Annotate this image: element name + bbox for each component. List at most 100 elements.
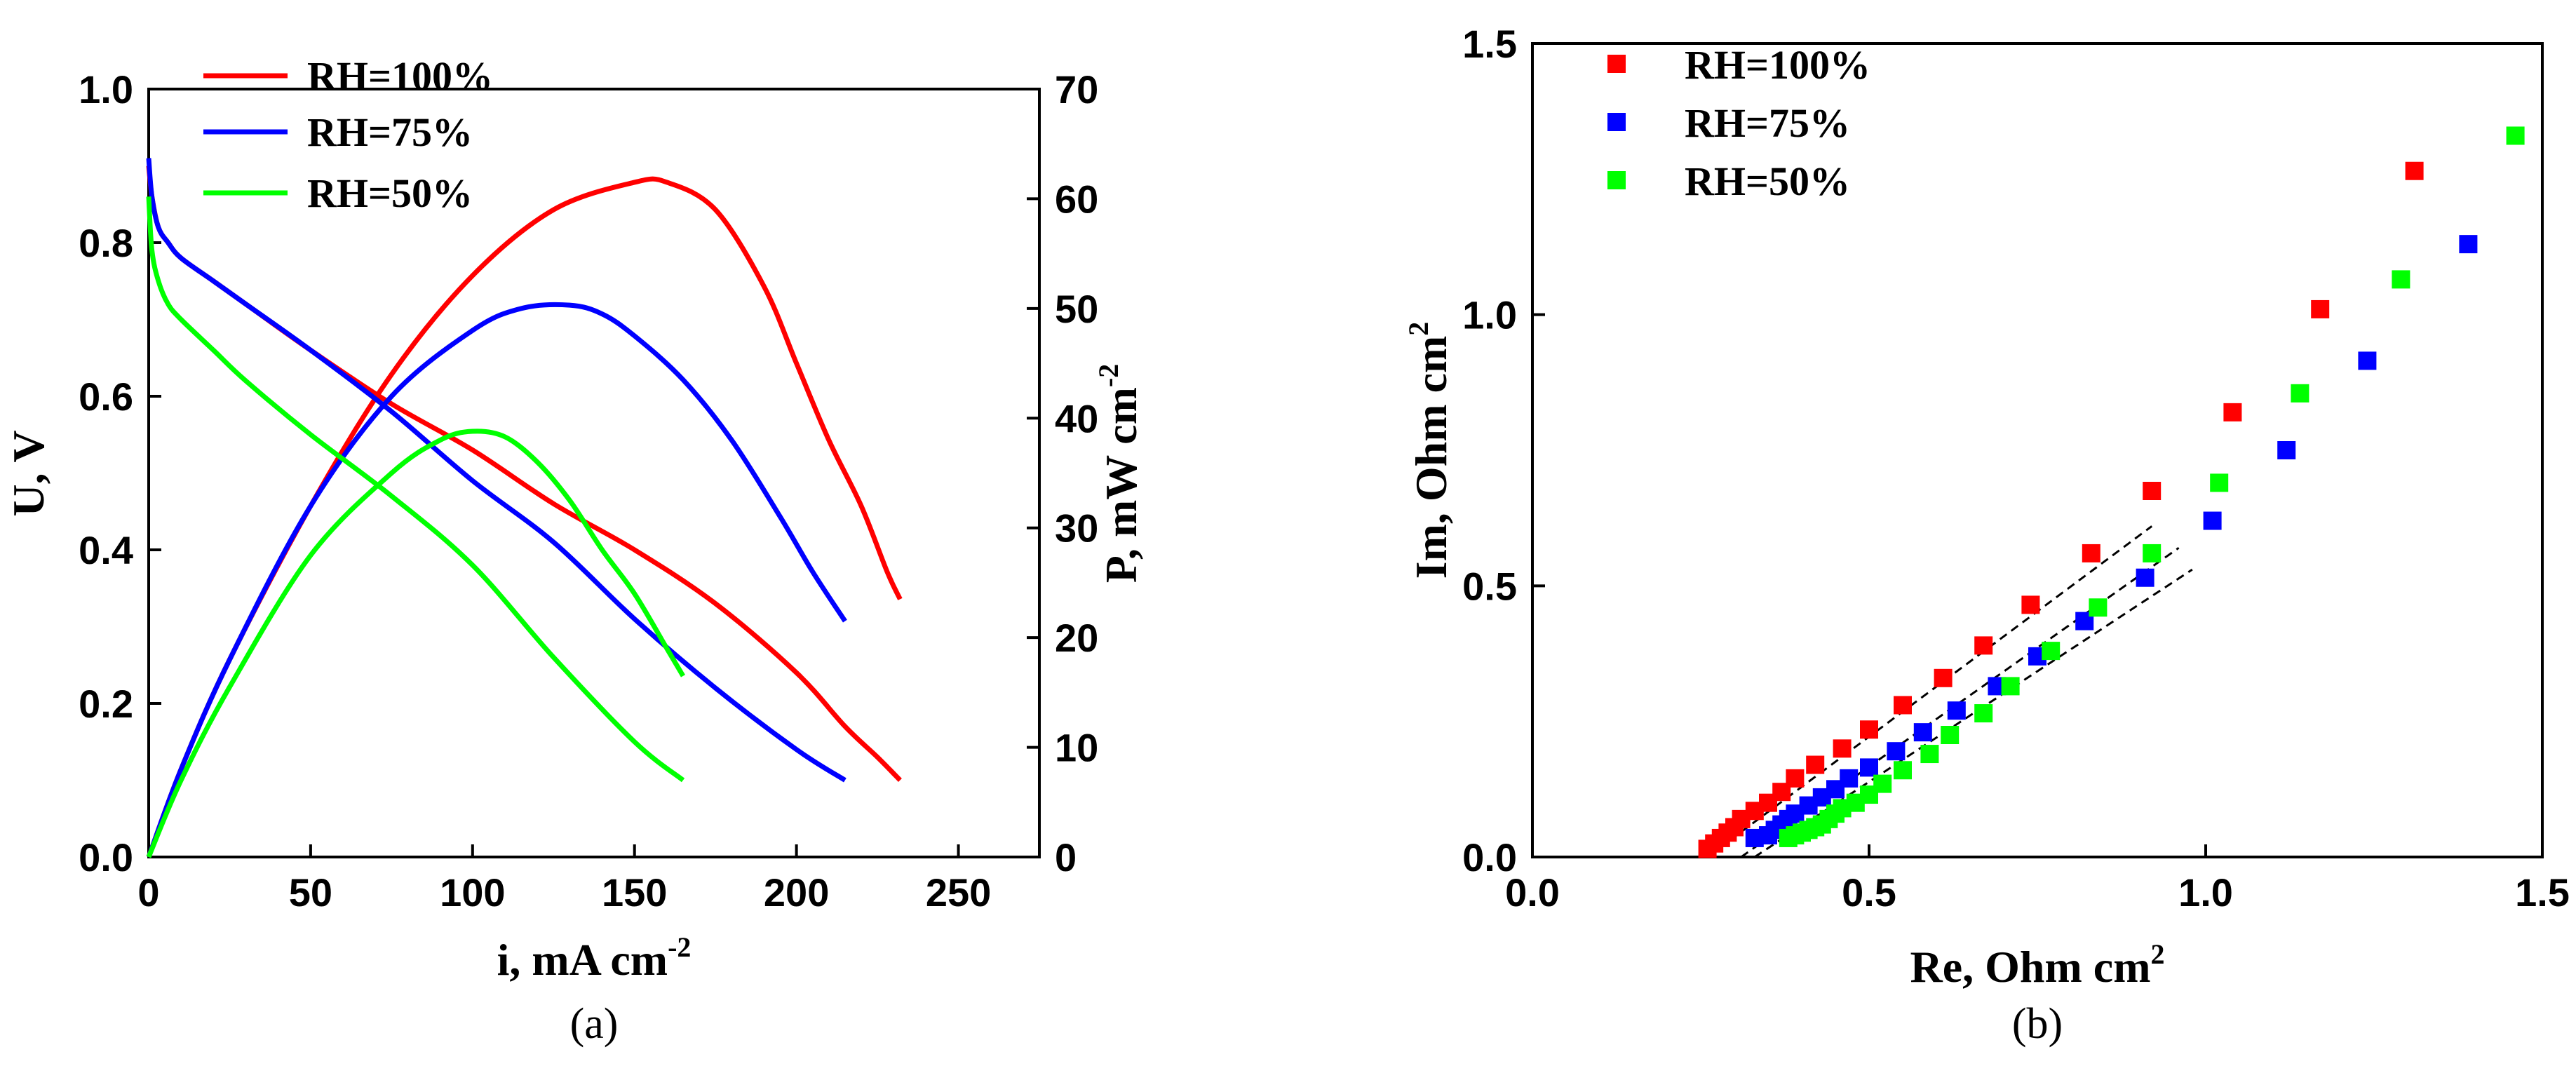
y-axis-label-b: Im, Ohm cm2 [1403, 322, 1456, 579]
point-rh50 [2210, 473, 2229, 492]
fit-lines-b [1706, 525, 2193, 858]
y-tick-label-b: 0.0 [1462, 835, 1517, 879]
point-rh50 [2143, 544, 2162, 562]
panel-label-a: (a) [570, 1000, 619, 1048]
legend-b-label-rh100: RH=100% [1685, 42, 1870, 88]
point-rh75 [2358, 351, 2377, 370]
point-rh50 [2506, 126, 2525, 145]
point-rh75 [2277, 441, 2296, 459]
x-tick-label-a: 100 [440, 870, 505, 915]
y2-tick-label-a: 20 [1055, 616, 1098, 660]
series-b [1698, 126, 2525, 858]
y-tick-label-a: 0.6 [79, 375, 133, 419]
y2-tick-label-a: 0 [1055, 835, 1077, 879]
point-rh100 [1934, 668, 1953, 687]
y-tick-label-a: 1.0 [79, 67, 133, 112]
point-rh100 [2021, 595, 2040, 614]
point-rh100 [2082, 544, 2100, 562]
point-rh100 [1833, 739, 1852, 758]
y2-tick-label-a: 30 [1055, 506, 1098, 551]
point-rh100 [2405, 161, 2424, 180]
y2-tick-label-a: 10 [1055, 726, 1098, 770]
panel-a: 0 50 100 150 200 250 0.0 0.2 0.4 0.6 0.8 1.0 0 10 20… [4, 53, 1146, 1048]
x-tick-label-b: 0.0 [1505, 870, 1560, 915]
point-rh100 [1974, 636, 1993, 655]
point-rh100 [1894, 696, 1912, 715]
y2-tick-label-a: 50 [1055, 287, 1098, 331]
x-tick-label-b: 1.5 [2515, 870, 2570, 915]
point-rh100 [2311, 299, 2330, 318]
point-rh75 [2203, 511, 2222, 530]
y-tick-label-a: 0.2 [79, 682, 133, 726]
series-a [146, 158, 903, 858]
point-rh50 [1974, 704, 1993, 723]
x-tick-label-b: 1.0 [2178, 870, 2233, 915]
point-rh50 [2042, 642, 2061, 661]
panel-b: 0.0 0.5 1.0 1.5 0.0 0.5 1.0 1.5 RH=100% RH=75%… [1403, 22, 2570, 1048]
x-tick-label-a: 250 [926, 870, 991, 915]
point-rh50 [2089, 598, 2108, 617]
y2-tick-label-a: 60 [1055, 177, 1098, 221]
x-tick-label-a: 50 [289, 870, 332, 915]
point-rh100 [1860, 720, 1878, 739]
y-axis-ticks-a: 0.0 0.2 0.4 0.6 0.8 1.0 [79, 67, 161, 879]
point-rh100 [2143, 482, 2162, 500]
point-rh75 [2136, 568, 2154, 587]
point-rh50 [1894, 761, 1912, 780]
point-rh100 [2223, 403, 2242, 421]
fit-line-0 [1706, 525, 2153, 858]
legend-b: RH=100% RH=75% RH=50% [1607, 42, 1870, 204]
point-rh50 [1873, 774, 1892, 793]
point-rh100 [1806, 755, 1825, 774]
y2-axis-ticks-a: 0 10 20 30 40 50 60 70 [1027, 67, 1098, 879]
point-rh50 [1920, 745, 1939, 764]
legend-b-swatch-rh75 [1607, 113, 1626, 131]
legend-b-label-rh75: RH=75% [1685, 100, 1850, 146]
legend-b-swatch-rh100 [1607, 55, 1626, 73]
x-tick-label-a: 0 [137, 870, 159, 915]
y-axis-ticks-b: 0.0 0.5 1.0 1.5 [1462, 22, 1545, 879]
y-tick-label-b: 1.0 [1462, 293, 1517, 337]
point-rh50 [1941, 726, 1960, 744]
point-rh75 [2459, 235, 2478, 254]
y-tick-label-a: 0.4 [79, 528, 133, 572]
y2-tick-label-a: 40 [1055, 396, 1098, 440]
y-tick-label-b: 1.5 [1462, 22, 1517, 66]
voltage-line-rh100 [146, 166, 902, 782]
voltage-line-rh75 [146, 158, 847, 783]
point-rh75 [1860, 758, 1878, 777]
x-tick-label-b: 0.5 [1842, 870, 1896, 915]
y-tick-label-a: 0.8 [79, 221, 133, 265]
x-axis-label-b: Re, Ohm cm2 [1910, 938, 2164, 992]
point-rh50 [2001, 677, 2020, 696]
power-line-rh50 [146, 429, 686, 858]
y-tick-label-b: 0.5 [1462, 564, 1517, 608]
y-axis-label-a: U, V [4, 430, 53, 516]
point-rh50 [2392, 270, 2410, 289]
legend-a: RH=100% RH=75% RH=50% [203, 53, 493, 216]
plot-frame-a [147, 88, 1041, 858]
y2-axis-label-a: P, mW cm-2 [1093, 364, 1146, 583]
x-tick-label-a: 200 [764, 870, 829, 915]
x-axis-label-a: i, mA cm-2 [497, 931, 692, 985]
point-rh75 [1947, 701, 1966, 720]
legend-a-label-rh100: RH=100% [307, 53, 493, 99]
x-tick-label-a: 150 [602, 870, 667, 915]
legend-b-swatch-rh50 [1607, 171, 1626, 189]
point-rh75 [1840, 769, 1859, 788]
point-rh75 [1887, 742, 1906, 761]
plot-frame-b [1531, 42, 2544, 858]
panel-label-b: (b) [2012, 1000, 2063, 1048]
y-tick-label-a: 0.0 [79, 835, 133, 879]
legend-a-label-rh75: RH=75% [307, 109, 473, 155]
legend-a-label-rh50: RH=50% [307, 170, 473, 216]
x-axis-ticks-b: 0.0 0.5 1.0 1.5 [1505, 844, 2570, 915]
point-rh100 [1786, 769, 1805, 788]
voltage-line-rh50 [146, 196, 685, 783]
point-rh75 [1913, 723, 1932, 742]
legend-b-label-rh50: RH=50% [1685, 158, 1850, 204]
point-rh50 [2291, 384, 2309, 403]
y2-tick-label-a: 70 [1055, 67, 1098, 112]
power-line-rh75 [146, 302, 847, 858]
